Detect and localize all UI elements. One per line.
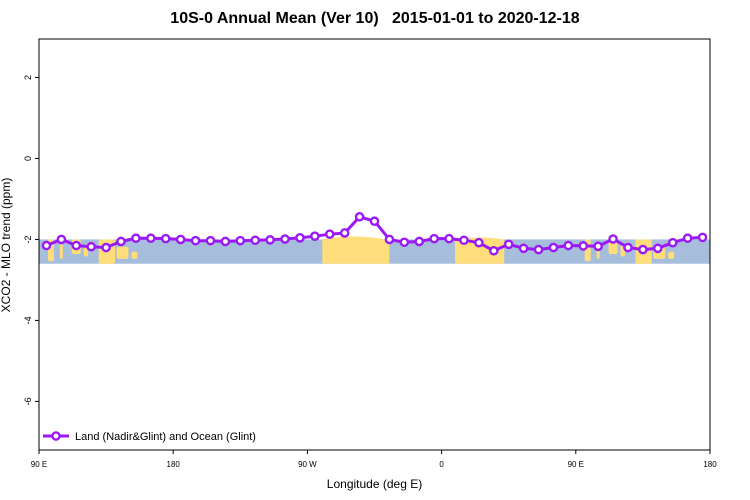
y-tick-label: -2 [23, 235, 33, 243]
x-tick-label: 0 [439, 460, 444, 469]
data-point [160, 233, 171, 244]
land-mass [59, 244, 63, 259]
data-point [146, 233, 156, 244]
data-point [131, 233, 141, 244]
data-point [488, 245, 499, 256]
x-axis-label: Longitude (deg E) [326, 477, 423, 491]
data-point [101, 242, 111, 253]
data-point [518, 243, 529, 254]
data-point [608, 234, 618, 244]
x-tick-label: 90 E [31, 460, 47, 469]
data-point [474, 237, 484, 248]
data-point [548, 242, 559, 253]
data-point [444, 233, 454, 244]
data-point [56, 234, 67, 245]
y-tick-label: -6 [23, 397, 33, 405]
x-tick-label: 90 W [298, 460, 317, 469]
data-point [682, 233, 693, 244]
x-tick-label: 180 [703, 460, 717, 469]
y-tick-label: -4 [23, 316, 33, 324]
data-point [310, 231, 320, 241]
data-point [503, 239, 514, 250]
data-point [697, 232, 708, 243]
data-point [563, 240, 574, 251]
data-point [354, 211, 365, 222]
legend-label: Land (Nadir&Glint) and Ocean (Glint) [75, 431, 256, 443]
data-point [414, 236, 425, 247]
land-mass [131, 251, 138, 259]
land-mass [668, 251, 675, 259]
legend-marker [51, 431, 61, 441]
data-point [653, 243, 663, 254]
data-point [384, 234, 395, 245]
data-point [71, 240, 82, 251]
data-point [86, 241, 96, 252]
data-point [533, 244, 544, 255]
data-point [235, 235, 246, 246]
y-tick-label: 0 [23, 156, 33, 161]
data-point [190, 235, 201, 246]
data-point [205, 235, 216, 246]
data-point [324, 229, 335, 239]
y-tick-label: 2 [23, 75, 33, 80]
chart-title: 10S-0 Annual Mean (Ver 10) 2015-01-01 to… [170, 10, 580, 27]
data-point [593, 241, 603, 252]
land-mass-south-america-top [322, 236, 390, 248]
data-point [116, 236, 126, 247]
plot-frame [38, 38, 711, 451]
data-point [623, 242, 633, 253]
data-point [399, 237, 410, 248]
data-point [265, 235, 275, 245]
background-map [39, 236, 710, 264]
data-point [638, 244, 648, 255]
data-point [175, 234, 186, 245]
data-point [295, 233, 305, 243]
land-mass [116, 246, 129, 259]
data-point [459, 235, 469, 246]
data-point [339, 228, 350, 238]
data-point [41, 240, 52, 251]
land-mass [455, 239, 505, 264]
data-point [667, 237, 678, 248]
data-point [369, 216, 380, 227]
data-point [250, 235, 261, 246]
data-point [429, 233, 439, 244]
data-point [280, 234, 290, 244]
data-point [578, 241, 589, 251]
x-tick-label: 180 [167, 460, 181, 469]
data-point [220, 236, 231, 247]
x-tick-label: 90 E [568, 460, 584, 469]
y-axis-label: XCO2 - MLO trend (ppm) [0, 177, 13, 313]
